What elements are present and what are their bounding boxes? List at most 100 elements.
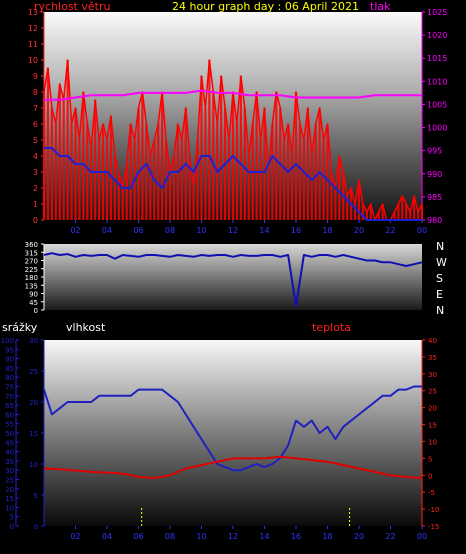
humidity-axis-title: vlhkost xyxy=(66,321,106,334)
pressure-line xyxy=(44,89,422,101)
direction-tick-label: 180 xyxy=(25,274,38,282)
pressure-right-tick-label: 1015 xyxy=(427,54,447,63)
rain-tick-label: 15 xyxy=(5,495,14,503)
pressure-right-tick-label: 1025 xyxy=(427,8,447,17)
wind-x-tick-label: 08 xyxy=(165,226,175,235)
humidity-tick-label: 0 xyxy=(34,523,38,531)
rain-tick-label: 55 xyxy=(5,421,14,429)
temperature-tick-label: 0 xyxy=(428,472,432,480)
direction-tick-label: 360 xyxy=(25,241,38,249)
wind-left-tick-label: 11 xyxy=(28,40,38,49)
climate-x-tick-label: 00 xyxy=(417,532,427,541)
wind-left-tick-label: 9 xyxy=(33,72,38,81)
rain-tick-label: 60 xyxy=(5,411,14,419)
climate-x-tick-label: 20 xyxy=(354,532,364,541)
rain-tick-label: 80 xyxy=(5,374,14,382)
wind-left-tick-label: 0 xyxy=(33,216,38,225)
wind-x-tick-label: 06 xyxy=(133,226,143,235)
climate-x-tick-label: 16 xyxy=(291,532,301,541)
graph-title: 24 hour graph day : 06 April 2021 xyxy=(172,0,359,13)
temperature-tick-label: 30 xyxy=(428,371,437,379)
wind-average-line xyxy=(44,147,422,221)
temperature-tick-label: -5 xyxy=(428,489,435,497)
wind-x-tick-label: 00 xyxy=(417,226,427,235)
direction-tick-label: 270 xyxy=(25,258,38,266)
humidity-tick-label: 20 xyxy=(29,399,38,407)
pressure-right-tick-label: 1020 xyxy=(427,31,447,40)
temperature-axis-title: teplota xyxy=(312,321,351,334)
rain-tick-label: 50 xyxy=(5,430,14,438)
wind-axis-title: rychlost větru xyxy=(34,0,110,13)
rain-tick-label: 20 xyxy=(5,486,14,494)
direction-tick-label: 135 xyxy=(25,282,38,290)
temperature-tick-label: 20 xyxy=(428,405,437,413)
wind-x-tick-label: 10 xyxy=(196,226,206,235)
climate-panel-bg xyxy=(44,340,422,526)
wind-left-tick-label: 3 xyxy=(33,168,38,177)
rain-tick-label: 5 xyxy=(10,514,14,522)
wind-x-tick-label: 18 xyxy=(322,226,332,235)
wind-left-tick-label: 4 xyxy=(33,152,38,161)
wind-left-tick-label: 6 xyxy=(33,120,38,129)
pressure-right-tick-label: 980 xyxy=(427,216,442,225)
direction-tick-label: 90 xyxy=(29,291,38,299)
compass-n-bottom: N xyxy=(436,304,444,317)
direction-tick-label: 45 xyxy=(29,299,38,307)
pressure-right-tick-label: 995 xyxy=(427,147,442,156)
pressure-right-tick-label: 990 xyxy=(427,170,442,179)
wind-x-tick-label: 16 xyxy=(291,226,301,235)
rain-tick-label: 10 xyxy=(5,504,14,512)
climate-x-tick-label: 08 xyxy=(165,532,175,541)
temperature-tick-label: 40 xyxy=(428,337,437,345)
rain-tick-label: 30 xyxy=(5,467,14,475)
climate-x-tick-label: 10 xyxy=(196,532,206,541)
climate-x-tick-label: 06 xyxy=(133,532,143,541)
wind-x-tick-label: 02 xyxy=(70,226,80,235)
pressure-right-tick-label: 985 xyxy=(427,193,442,202)
wind-left-tick-label: 12 xyxy=(28,24,38,33)
pressure-right-tick-label: 1000 xyxy=(427,124,447,133)
wind-x-tick-label: 12 xyxy=(228,226,238,235)
direction-panel-bg xyxy=(44,244,422,310)
climate-x-tick-label: 02 xyxy=(70,532,80,541)
temperature-tick-label: -10 xyxy=(428,506,439,514)
wind-left-tick-label: 2 xyxy=(33,184,38,193)
rain-tick-label: 75 xyxy=(5,384,14,392)
rain-tick-label: 25 xyxy=(5,477,14,485)
humidity-tick-label: 30 xyxy=(29,337,38,345)
wind-x-tick-label: 22 xyxy=(385,226,395,235)
climate-x-tick-label: 14 xyxy=(259,532,269,541)
compass-w: W xyxy=(436,256,447,269)
pressure-axis-title: tlak xyxy=(370,0,391,13)
wind-left-tick-label: 5 xyxy=(33,136,38,145)
rain-tick-label: 40 xyxy=(5,449,14,457)
pressure-right-tick-label: 1010 xyxy=(427,77,447,86)
humidity-tick-label: 5 xyxy=(34,492,38,500)
compass-e: E xyxy=(436,288,443,301)
humidity-line xyxy=(43,385,422,472)
wind-x-tick-label: 20 xyxy=(354,226,364,235)
wind-left-tick-label: 10 xyxy=(28,56,38,65)
humidity-tick-label: 25 xyxy=(29,368,38,376)
rain-tick-label: 100 xyxy=(1,337,14,345)
climate-x-tick-label: 22 xyxy=(385,532,395,541)
wind-direction-line xyxy=(43,252,423,308)
rain-tick-label: 70 xyxy=(5,393,14,401)
temperature-tick-label: -15 xyxy=(428,523,439,531)
wind-left-tick-label: 7 xyxy=(33,104,38,113)
temperature-tick-label: 5 xyxy=(428,455,432,463)
compass-n-top: N xyxy=(436,240,444,253)
rain-axis-title: srážky xyxy=(2,321,38,334)
humidity-tick-label: 10 xyxy=(29,461,38,469)
wind-left-tick-label: 13 xyxy=(28,8,38,17)
temperature-tick-label: 10 xyxy=(428,438,437,446)
direction-tick-label: 0 xyxy=(34,307,38,315)
rain-tick-label: 85 xyxy=(5,365,14,373)
rain-tick-label: 35 xyxy=(5,458,14,466)
wind-left-tick-label: 8 xyxy=(33,88,38,97)
temperature-tick-label: 35 xyxy=(428,354,437,362)
climate-x-tick-label: 12 xyxy=(228,532,238,541)
rain-tick-label: 95 xyxy=(5,346,14,354)
